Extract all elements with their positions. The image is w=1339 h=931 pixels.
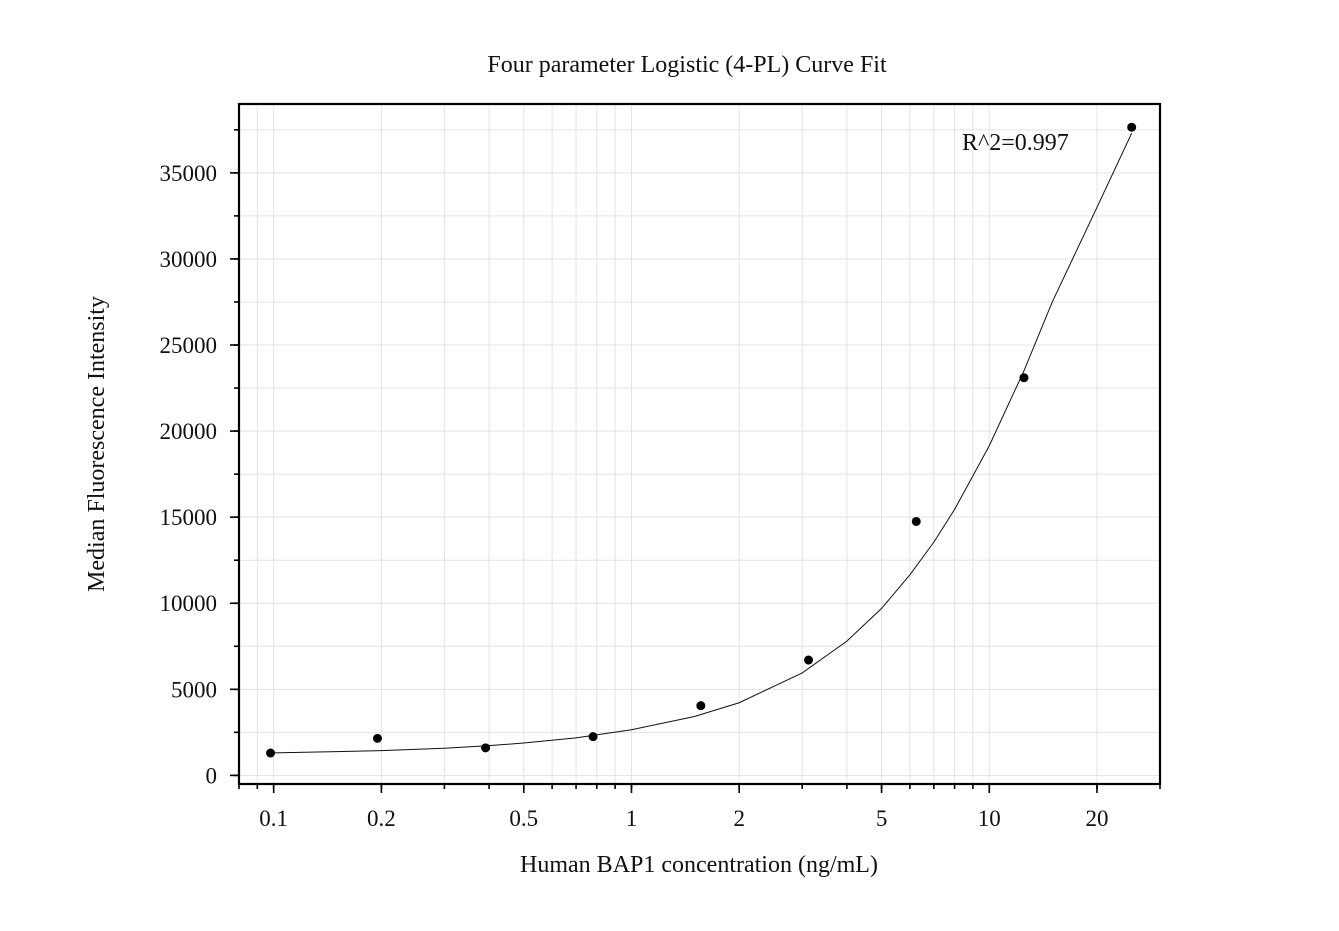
- y-tick-label: 0: [206, 763, 218, 788]
- data-point: [372, 733, 382, 743]
- fit-curve-group: [273, 133, 1133, 754]
- x-tick-label: 20: [1085, 806, 1108, 831]
- data-points: [266, 122, 1137, 758]
- data-point: [804, 655, 814, 665]
- x-tick-label: 2: [733, 806, 745, 831]
- ticks: [230, 172, 1098, 793]
- y-axis-title: Median Fluorescence Intensity: [84, 296, 110, 592]
- x-axis-title: Human BAP1 concentration (ng/mL): [520, 852, 878, 878]
- data-point: [1127, 122, 1137, 132]
- plot-frame: [237, 102, 1162, 786]
- x-tick-label: 10: [978, 806, 1001, 831]
- x-tick-label: 0.2: [367, 806, 396, 831]
- fit-curve: [273, 133, 1133, 754]
- y-tick-labels: 0 5000 10000 15000 20000 25000 30000 35000: [160, 161, 218, 789]
- x-tick-label: 1: [626, 806, 638, 831]
- chart-title: Four parameter Logistic (4-PL) Curve Fit: [487, 52, 887, 78]
- y-tick-label: 25000: [160, 333, 218, 358]
- data-point: [481, 743, 491, 753]
- x-tick-label: 0.5: [509, 806, 538, 831]
- data-point: [266, 748, 276, 758]
- y-tick-label: 20000: [160, 419, 218, 444]
- data-point: [1019, 373, 1029, 383]
- y-tick-label: 10000: [160, 591, 218, 616]
- data-point: [588, 732, 598, 742]
- y-tick-label: 35000: [160, 161, 218, 186]
- minor-ticks: [234, 129, 1161, 789]
- x-tick-label: 0.1: [259, 806, 288, 831]
- x-tick-label: 5: [876, 806, 888, 831]
- y-tick-label: 5000: [171, 677, 217, 702]
- x-tick-labels: 0.1 0.2 0.5 1 2 5 10 20: [259, 806, 1108, 831]
- grid: [238, 104, 1161, 784]
- data-point: [696, 701, 706, 711]
- y-tick-label: 30000: [160, 247, 218, 272]
- y-tick-label: 15000: [160, 505, 218, 530]
- r-squared-annotation: R^2=0.997: [962, 130, 1069, 156]
- data-point: [911, 516, 921, 526]
